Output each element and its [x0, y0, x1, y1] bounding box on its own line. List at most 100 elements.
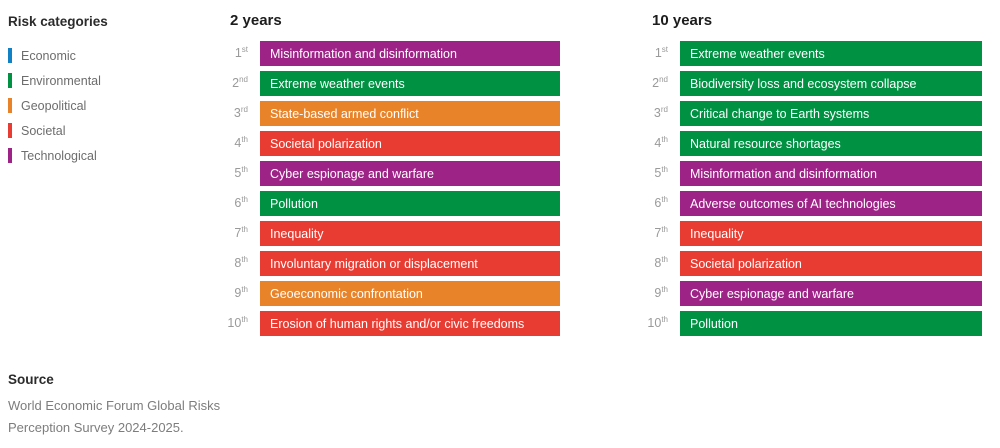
rank-row: 7th Inequality: [218, 221, 560, 246]
legend-title: Risk categories: [8, 14, 108, 29]
column-title-2-years: 2 years: [230, 12, 282, 29]
rank-label: 9th: [654, 284, 668, 300]
rank-label: 10th: [227, 314, 248, 330]
risk-label: Erosion of human rights and/or civic fre…: [270, 316, 525, 331]
risk-label: State-based armed conflict: [270, 106, 419, 121]
risk-bar-environmental: Natural resource shortages: [680, 131, 982, 156]
legend-item-technological: Technological: [8, 143, 108, 168]
rank-label: 5th: [234, 164, 248, 180]
rank-row: 2nd Biodiversity loss and ecosystem colla…: [638, 71, 982, 96]
legend-items: Economic Environmental Geopolitical Societa…: [8, 43, 108, 168]
rank-label: 3rd: [653, 104, 668, 120]
risk-label: Inequality: [270, 226, 324, 241]
rank-label: 4th: [654, 134, 668, 150]
rank-label: 2nd: [652, 74, 668, 90]
risk-bar-technological: Adverse outcomes of AI technologies: [680, 191, 982, 216]
risk-label: Societal polarization: [690, 256, 802, 271]
risk-label: Biodiversity loss and ecosystem collapse: [690, 76, 917, 91]
rank-label: 9th: [234, 284, 248, 300]
rank-row: 1st Misinformation and disinformation: [218, 41, 560, 66]
rank-label: 1st: [654, 44, 668, 60]
rank-label: 1st: [234, 44, 248, 60]
legend-item-economic: Economic: [8, 43, 108, 68]
economic-color-swatch: [8, 48, 12, 63]
risk-label: Cyber espionage and warfare: [270, 166, 434, 181]
rank-row: 3rd State-based armed conflict: [218, 101, 560, 126]
environmental-color-swatch: [8, 73, 12, 88]
rank-label: 6th: [654, 194, 668, 210]
source-title: Source: [8, 372, 54, 387]
risk-label: Adverse outcomes of AI technologies: [690, 196, 896, 211]
risk-bar-technological: Misinformation and disinformation: [680, 161, 982, 186]
rank-row: 5th Cyber espionage and warfare: [218, 161, 560, 186]
risk-bar-technological: Cyber espionage and warfare: [680, 281, 982, 306]
rank-row: 9th Cyber espionage and warfare: [638, 281, 982, 306]
rank-label: 4th: [234, 134, 248, 150]
risk-label: Involuntary migration or displacement: [270, 256, 478, 271]
rank-row: 8th Societal polarization: [638, 251, 982, 276]
rank-label: 10th: [647, 314, 668, 330]
rank-row: 10th Erosion of human rights and/or civic…: [218, 311, 560, 336]
legend-label: Technological: [21, 148, 97, 163]
risk-categories-legend: Risk categories Economic Environmental Geo…: [8, 14, 108, 168]
source-line-1: World Economic Forum Global Risks: [8, 398, 221, 413]
risk-bar-societal: Societal polarization: [260, 131, 560, 156]
rank-label: 2nd: [232, 74, 248, 90]
risk-bar-environmental: Extreme weather events: [260, 71, 560, 96]
column-10-years: 10 years 1st Extreme weather events 2nd Bio…: [638, 12, 982, 336]
risk-label: Misinformation and disinformation: [690, 166, 877, 181]
rank-row: 9th Geoeconomic confrontation: [218, 281, 560, 306]
legend-label: Economic: [21, 48, 76, 63]
legend-label: Geopolitical: [21, 98, 87, 113]
risk-bar-societal: Erosion of human rights and/or civic fre…: [260, 311, 560, 336]
ranking-rows-2-years: 1st Misinformation and disinformation 2nd E…: [218, 41, 560, 336]
rank-row: 4th Societal polarization: [218, 131, 560, 156]
rank-label: 5th: [654, 164, 668, 180]
legend-item-geopolitical: Geopolitical: [8, 93, 108, 118]
risk-bar-societal: Societal polarization: [680, 251, 982, 276]
risk-label: Inequality: [690, 226, 744, 241]
risk-bar-geopolitical: State-based armed conflict: [260, 101, 560, 126]
legend-item-societal: Societal: [8, 118, 108, 143]
risk-bar-geopolitical: Geoeconomic confrontation: [260, 281, 560, 306]
source-line-2: Perception Survey 2024-2025.: [8, 420, 184, 435]
rank-label: 3rd: [233, 104, 248, 120]
risk-label: Pollution: [690, 316, 738, 331]
rank-row: 6th Adverse outcomes of AI technologies: [638, 191, 982, 216]
risk-bar-environmental: Pollution: [680, 311, 982, 336]
geopolitical-color-swatch: [8, 98, 12, 113]
legend-label: Societal: [21, 123, 66, 138]
rank-row: 2nd Extreme weather events: [218, 71, 560, 96]
rank-row: 1st Extreme weather events: [638, 41, 982, 66]
risk-bar-environmental: Pollution: [260, 191, 560, 216]
column-title-10-years: 10 years: [652, 12, 713, 29]
risk-label: Natural resource shortages: [690, 136, 841, 151]
risk-bar-technological: Cyber espionage and warfare: [260, 161, 560, 186]
risk-label: Cyber espionage and warfare: [690, 286, 854, 301]
rank-row: 3rd Critical change to Earth systems: [638, 101, 982, 126]
legend-item-environmental: Environmental: [8, 68, 108, 93]
rank-row: 6th Pollution: [218, 191, 560, 216]
rank-label: 8th: [234, 254, 248, 270]
societal-color-swatch: [8, 123, 12, 138]
technological-color-swatch: [8, 148, 12, 163]
risk-bar-environmental: Extreme weather events: [680, 41, 982, 66]
risk-label: Pollution: [270, 196, 318, 211]
risk-bar-environmental: Biodiversity loss and ecosystem collapse: [680, 71, 982, 96]
rank-row: 7th Inequality: [638, 221, 982, 246]
risk-bar-societal: Inequality: [680, 221, 982, 246]
risk-bar-environmental: Critical change to Earth systems: [680, 101, 982, 126]
risk-bar-societal: Involuntary migration or displacement: [260, 251, 560, 276]
rank-label: 7th: [654, 224, 668, 240]
risk-label: Extreme weather events: [690, 46, 825, 61]
rank-row: 4th Natural resource shortages: [638, 131, 982, 156]
rank-label: 6th: [234, 194, 248, 210]
legend-label: Environmental: [21, 73, 101, 88]
risk-label: Critical change to Earth systems: [690, 106, 870, 121]
source-block: Source World Economic Forum Global Risks…: [8, 372, 220, 439]
column-2-years: 2 years 1st Misinformation and disinforma…: [218, 12, 560, 336]
risk-bar-technological: Misinformation and disinformation: [260, 41, 560, 66]
rank-row: 8th Involuntary migration or displacement: [218, 251, 560, 276]
rank-label: 8th: [654, 254, 668, 270]
